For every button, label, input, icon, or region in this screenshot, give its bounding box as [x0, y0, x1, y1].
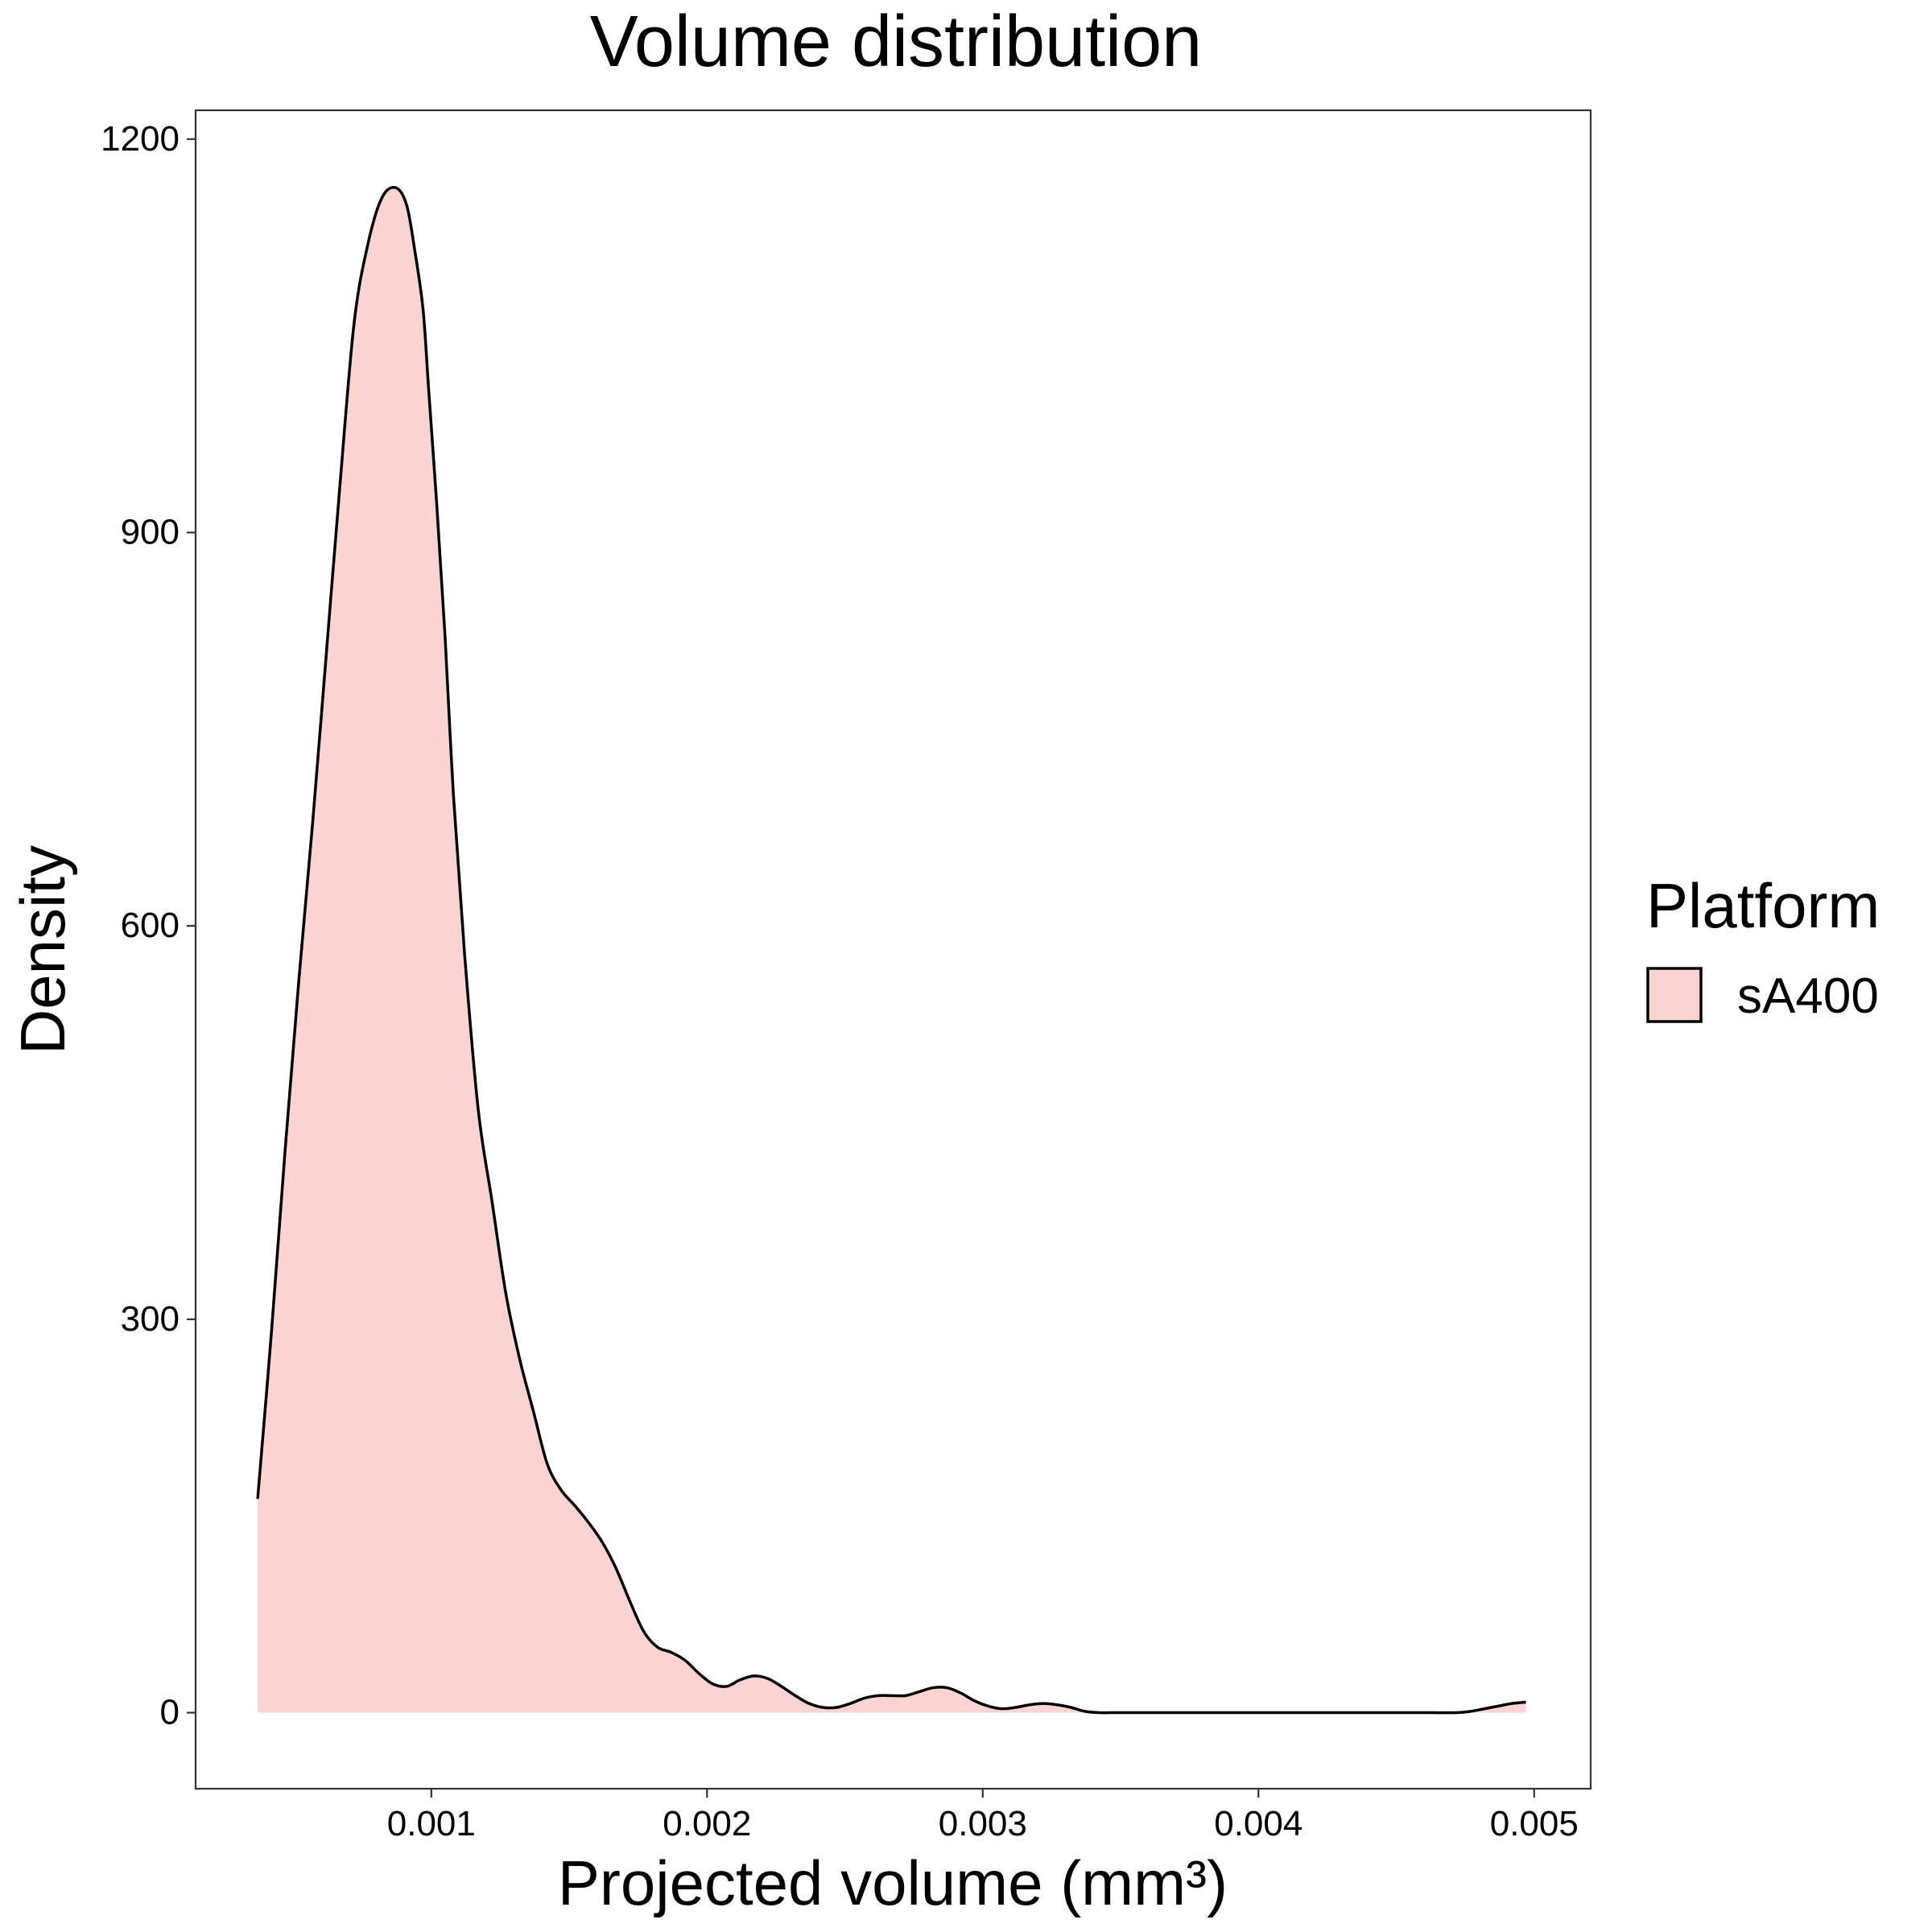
y-tick-label: 900	[121, 513, 180, 552]
x-tick-label: 0.005	[1490, 1804, 1579, 1843]
y-tick-label: 300	[121, 1299, 180, 1339]
y-tick-label: 1200	[101, 119, 180, 159]
legend-key-sA400	[1646, 967, 1703, 1023]
density-curve-sA400	[256, 186, 1526, 1715]
plot-layer	[256, 186, 1526, 1715]
y-axis: 0 300 600 900 1200	[101, 119, 196, 1732]
density-area-sA400	[258, 187, 1526, 1713]
chart-title: Volume distribution	[590, 2, 1202, 82]
x-tick-label: 0.004	[1214, 1804, 1302, 1843]
legend: Platform sA400	[1646, 870, 1880, 1024]
y-tick-label: 0	[160, 1693, 180, 1732]
legend-title: Platform	[1646, 870, 1880, 941]
x-tick-label: 0.003	[939, 1804, 1027, 1843]
y-axis-title: Density	[7, 845, 78, 1055]
x-tick-label: 0.001	[387, 1804, 476, 1843]
legend-label-sA400: sA400	[1737, 968, 1879, 1024]
y-tick-label: 600	[121, 906, 180, 945]
x-tick-label: 0.002	[663, 1804, 751, 1843]
x-axis-title: Projected volume (mm³)	[558, 1847, 1228, 1918]
x-axis: 0.001 0.002 0.003 0.004 0.005	[387, 1789, 1579, 1843]
